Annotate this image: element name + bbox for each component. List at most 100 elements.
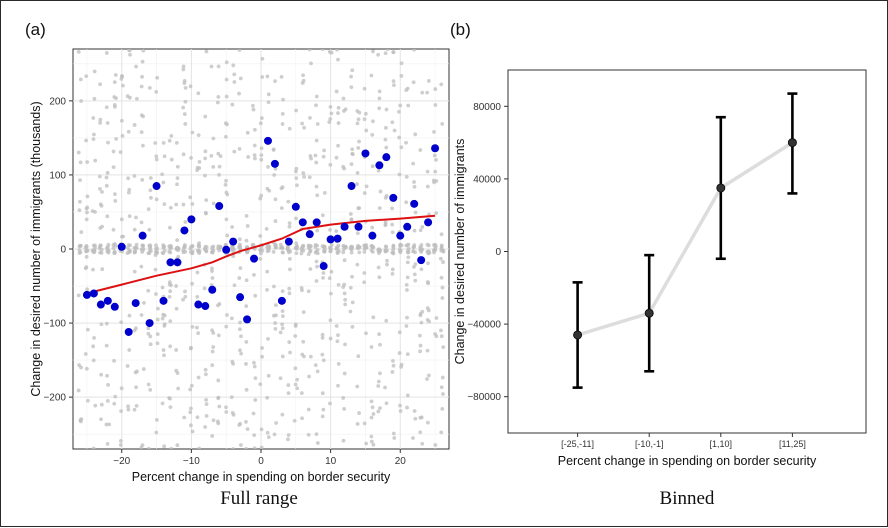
background-point — [239, 334, 243, 339]
mean-point — [410, 199, 419, 208]
background-point — [225, 233, 230, 238]
background-point — [321, 271, 326, 275]
background-point — [189, 383, 194, 388]
background-point — [426, 308, 431, 313]
panel-b-y-tick-label: 80000 — [473, 102, 501, 113]
background-point — [244, 387, 249, 392]
background-point — [99, 402, 104, 407]
background-point — [420, 225, 425, 229]
background-point — [293, 334, 298, 338]
background-point — [278, 245, 283, 250]
background-point — [315, 441, 320, 445]
background-point — [432, 250, 436, 255]
background-point — [230, 102, 235, 107]
background-point — [84, 138, 88, 143]
background-point — [355, 422, 360, 426]
background-point — [286, 433, 291, 437]
background-point — [230, 225, 235, 229]
background-point — [78, 160, 83, 165]
background-point — [308, 116, 312, 120]
background-point — [86, 398, 90, 403]
background-point — [315, 369, 320, 374]
background-point — [203, 367, 208, 372]
background-point — [342, 291, 347, 296]
background-point — [175, 176, 180, 181]
background-point — [183, 220, 188, 224]
background-point — [218, 245, 222, 250]
background-point — [203, 156, 208, 161]
background-point — [336, 333, 340, 338]
background-point — [224, 217, 229, 222]
background-point — [377, 206, 382, 211]
background-point — [273, 303, 278, 308]
background-point — [182, 79, 187, 83]
background-point — [196, 331, 201, 336]
background-point — [244, 278, 249, 283]
background-point — [238, 266, 243, 271]
background-point — [334, 246, 339, 251]
background-point — [104, 343, 109, 348]
background-point — [266, 336, 270, 341]
background-point — [168, 205, 173, 210]
background-point — [322, 249, 327, 254]
background-point — [210, 276, 215, 280]
background-point — [328, 104, 333, 109]
background-point — [411, 245, 416, 249]
background-point — [91, 446, 96, 449]
background-point — [301, 248, 306, 253]
background-point — [135, 96, 139, 101]
background-point — [350, 324, 355, 329]
background-point — [188, 423, 193, 428]
background-point — [335, 339, 340, 344]
background-point — [299, 391, 304, 396]
background-point — [155, 332, 160, 337]
background-point — [148, 249, 153, 254]
background-point — [427, 250, 432, 255]
background-point — [362, 271, 367, 275]
background-point — [280, 412, 285, 417]
background-point — [154, 292, 158, 296]
background-point — [78, 419, 83, 424]
background-point — [300, 352, 305, 357]
background-point — [334, 229, 339, 234]
background-point — [114, 96, 118, 101]
background-point — [188, 387, 193, 392]
background-point — [85, 160, 90, 164]
background-point — [294, 166, 299, 171]
background-point — [266, 165, 270, 169]
background-point — [280, 289, 285, 294]
mean-point — [270, 159, 279, 168]
background-point — [154, 157, 159, 162]
background-point — [77, 208, 82, 213]
background-point — [271, 249, 276, 254]
background-point — [127, 214, 132, 219]
background-point — [113, 243, 118, 248]
background-point — [91, 358, 96, 363]
background-point — [425, 377, 429, 381]
background-point — [440, 122, 445, 126]
background-point — [371, 442, 376, 447]
background-point — [433, 103, 438, 107]
background-point — [203, 149, 208, 154]
background-point — [307, 374, 311, 379]
background-point — [314, 184, 319, 189]
background-point — [376, 409, 381, 414]
background-point — [195, 325, 199, 330]
background-point — [390, 370, 395, 374]
background-point — [112, 249, 117, 254]
background-point — [301, 73, 305, 78]
background-point — [418, 228, 423, 233]
background-point — [174, 202, 179, 207]
background-point — [232, 247, 236, 252]
background-point — [355, 384, 360, 389]
background-point — [99, 417, 103, 422]
background-point — [320, 49, 325, 51]
background-point — [272, 432, 277, 437]
background-point — [231, 447, 235, 449]
background-point — [265, 269, 270, 274]
background-point — [132, 407, 137, 412]
background-point — [342, 258, 347, 263]
background-point — [105, 398, 110, 403]
background-point — [237, 91, 241, 96]
background-point — [357, 139, 361, 144]
